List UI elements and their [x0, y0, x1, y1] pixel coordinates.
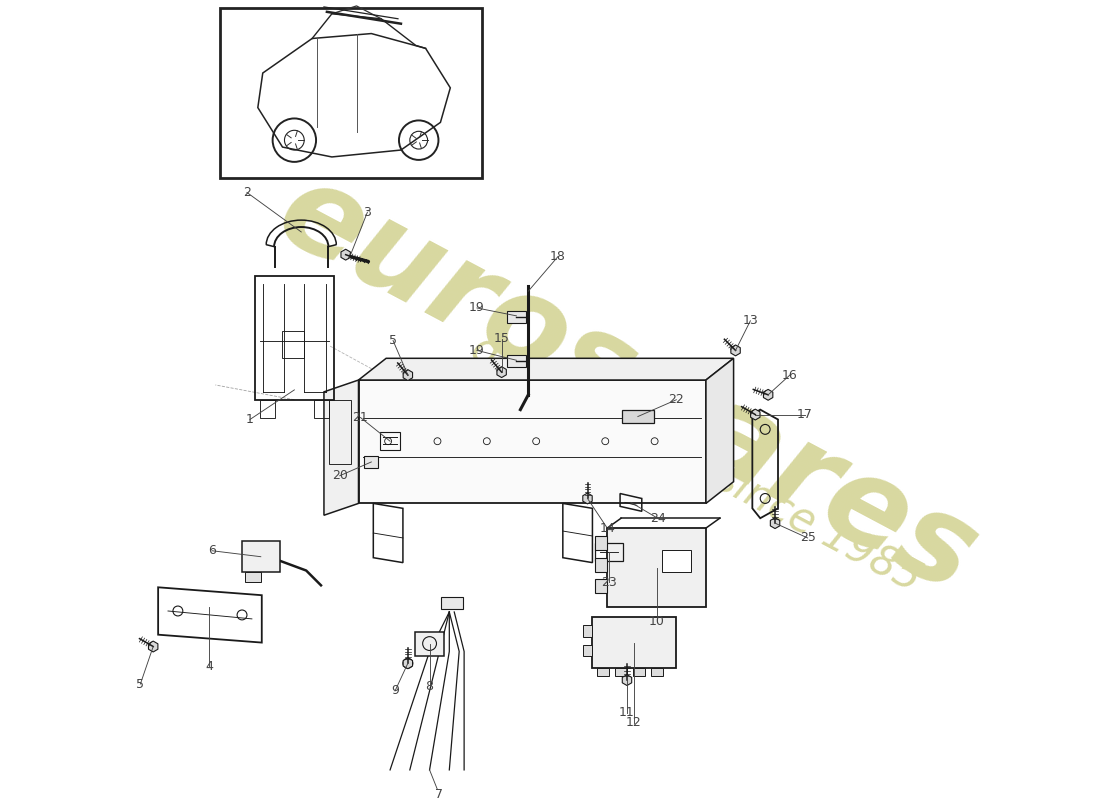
Bar — [283, 330, 305, 358]
Bar — [507, 355, 526, 367]
Text: 15: 15 — [494, 332, 509, 345]
Bar — [364, 456, 378, 468]
Text: 9: 9 — [392, 685, 399, 698]
Text: 5: 5 — [136, 678, 144, 690]
Text: 1: 1 — [246, 413, 254, 426]
Polygon shape — [583, 493, 592, 504]
Bar — [595, 579, 607, 594]
Bar — [441, 597, 463, 609]
Bar — [507, 311, 526, 322]
Polygon shape — [404, 658, 412, 669]
Polygon shape — [750, 409, 760, 420]
Text: 18: 18 — [550, 250, 565, 263]
Polygon shape — [706, 358, 734, 503]
Bar — [607, 528, 706, 607]
Bar — [415, 632, 444, 656]
Text: 6: 6 — [209, 544, 217, 558]
Text: 4: 4 — [206, 660, 213, 673]
Text: 17: 17 — [796, 408, 813, 421]
Text: 11: 11 — [619, 706, 635, 719]
Polygon shape — [497, 366, 506, 378]
Bar — [242, 541, 279, 573]
Text: 5: 5 — [389, 334, 397, 347]
Polygon shape — [359, 358, 734, 380]
Bar — [245, 573, 261, 582]
Polygon shape — [324, 380, 359, 515]
Text: 7: 7 — [436, 788, 443, 800]
Bar — [615, 668, 627, 676]
Bar — [597, 668, 609, 676]
Polygon shape — [730, 345, 740, 356]
Text: 19: 19 — [469, 302, 485, 314]
Polygon shape — [763, 390, 773, 400]
Circle shape — [403, 658, 412, 668]
Bar — [583, 625, 593, 637]
Bar — [595, 536, 607, 550]
Bar — [632, 668, 645, 676]
Bar — [315, 400, 329, 418]
Text: 16: 16 — [782, 369, 797, 382]
Bar — [255, 276, 333, 400]
Text: 20: 20 — [332, 470, 348, 482]
Bar — [595, 543, 623, 561]
Bar — [651, 668, 662, 676]
Text: 14: 14 — [600, 522, 615, 534]
Bar — [621, 410, 653, 423]
Bar — [661, 550, 691, 571]
Text: 12: 12 — [626, 716, 641, 729]
Bar — [359, 380, 706, 503]
Polygon shape — [623, 674, 631, 686]
Text: 23: 23 — [602, 576, 617, 589]
Text: 22: 22 — [669, 394, 684, 406]
Bar — [593, 617, 676, 668]
Polygon shape — [341, 250, 351, 260]
Bar — [260, 400, 275, 418]
Bar — [220, 8, 482, 178]
Bar — [595, 558, 607, 571]
Text: 24: 24 — [650, 512, 666, 525]
Text: 25: 25 — [800, 531, 815, 545]
Text: eurospares: eurospares — [258, 152, 996, 618]
Text: 13: 13 — [742, 314, 758, 327]
Polygon shape — [148, 641, 158, 652]
Text: 8: 8 — [426, 679, 433, 693]
Bar — [329, 400, 351, 464]
Bar — [583, 645, 593, 656]
Polygon shape — [404, 370, 412, 381]
Text: 19: 19 — [469, 344, 485, 357]
Text: 10: 10 — [649, 615, 664, 628]
Bar — [381, 432, 400, 450]
Text: 3: 3 — [363, 206, 372, 218]
Text: quality parts since 1985: quality parts since 1985 — [464, 327, 928, 601]
Text: 2: 2 — [243, 186, 251, 199]
Text: 21: 21 — [353, 411, 369, 424]
Polygon shape — [770, 518, 780, 529]
